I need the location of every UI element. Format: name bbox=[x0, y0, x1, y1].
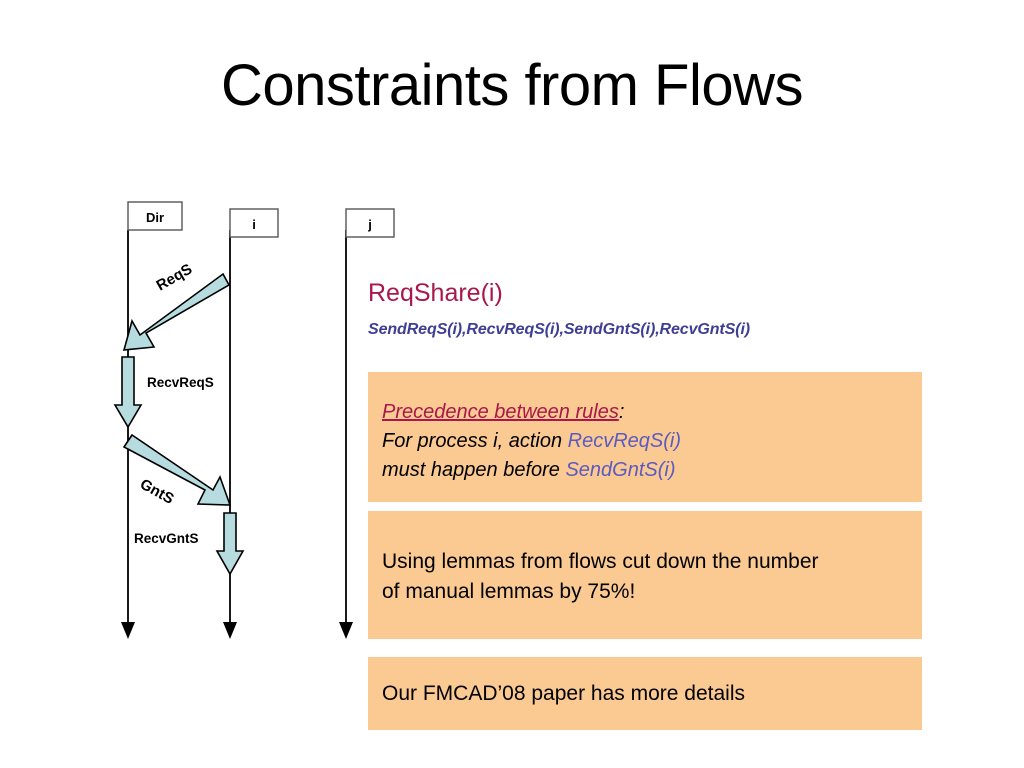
lemmas-line-1: Using lemmas from flows cut down the num… bbox=[382, 550, 819, 573]
precedence-heading-line: Precedence between rules: bbox=[382, 398, 922, 427]
message-arrow-recvgnts bbox=[215, 512, 245, 576]
page-title: Constraints from Flows bbox=[220, 53, 804, 118]
message-label-gnts: GntS bbox=[137, 476, 177, 508]
precedence-line-3: must happen before SendGntS(i) bbox=[382, 456, 922, 485]
precedence-action-sendgnts: SendGntS(i) bbox=[565, 459, 676, 481]
lifeline-i-arrowhead bbox=[223, 622, 237, 639]
precedence-heading-colon: : bbox=[618, 401, 625, 423]
message-arrow-recvreqs bbox=[113, 356, 143, 429]
lifeline-box-dir bbox=[127, 201, 183, 231]
lemmas-line-2: of manual lemmas by 75%! bbox=[382, 580, 636, 603]
precedence-heading: Precedence between rules bbox=[382, 401, 619, 423]
note-box-precedence: Precedence between rules: For process i,… bbox=[368, 372, 922, 502]
flow-name-heading: ReqShare(i) bbox=[368, 279, 503, 307]
message-label-recvreqs: RecvReqS bbox=[147, 375, 214, 390]
lifeline-box-j bbox=[345, 208, 395, 238]
message-arrow-gnts bbox=[122, 433, 232, 506]
note-box-paper: Our FMCAD’08 paper has more details bbox=[368, 657, 922, 730]
message-label-recvgnts: RecvGntS bbox=[134, 531, 199, 546]
lifeline-j-arrowhead bbox=[339, 622, 353, 639]
lifeline-label-dir: Dir bbox=[146, 210, 164, 225]
lifeline-label-j: j bbox=[367, 217, 372, 232]
sequence-diagram: Dir i j ReqS RecvReqS GntS RecvGntS bbox=[110, 195, 400, 645]
lifeline-label-i: i bbox=[252, 217, 256, 232]
note-box-lemmas: Using lemmas from flows cut down the num… bbox=[368, 511, 922, 639]
precedence-line-3-text: must happen before bbox=[382, 459, 566, 481]
precedence-line-2-text: For process i, action bbox=[382, 430, 568, 452]
paper-line-1: Our FMCAD’08 paper has more details bbox=[382, 682, 745, 705]
message-arrow-reqs bbox=[122, 272, 231, 351]
flow-action-list: SendReqS(i),RecvReqS(i),SendGntS(i),Recv… bbox=[368, 321, 751, 338]
lifeline-box-i bbox=[229, 208, 279, 238]
message-label-reqs: ReqS bbox=[154, 261, 196, 295]
lifeline-dir-arrowhead bbox=[121, 622, 135, 639]
precedence-line-2: For process i, action RecvReqS(i) bbox=[382, 427, 922, 456]
precedence-action-recvreqs: RecvReqS(i) bbox=[567, 430, 681, 452]
